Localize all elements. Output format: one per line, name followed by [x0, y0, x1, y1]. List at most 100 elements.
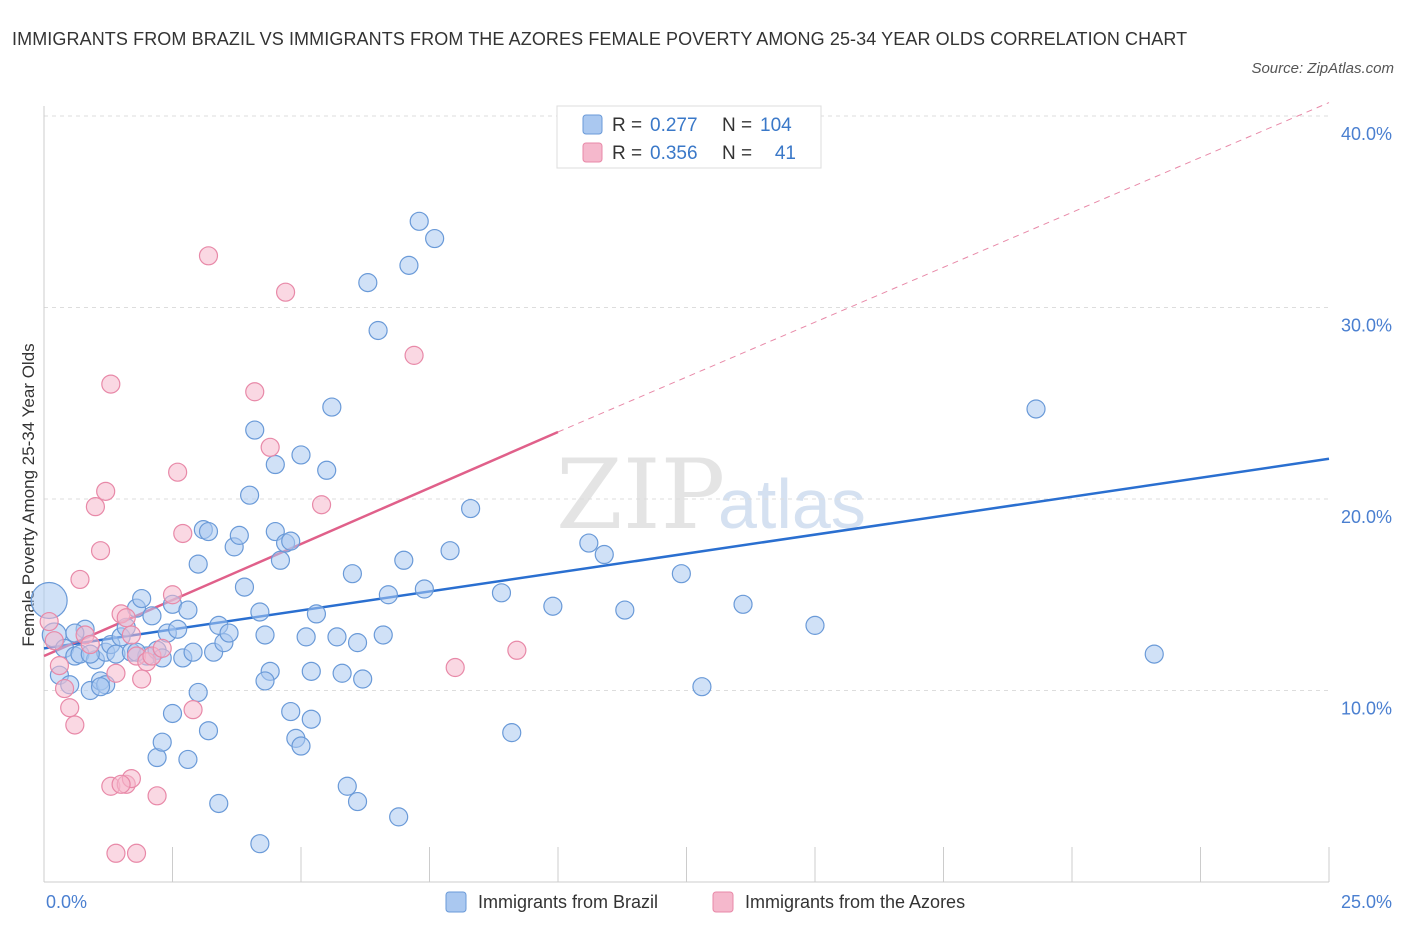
point-brazil [733, 594, 753, 614]
point-brazil [378, 585, 398, 605]
y-axis-title: Female Poverty Among 25-34 Year Olds [19, 343, 38, 646]
point-azores [507, 640, 527, 660]
point-azores [404, 345, 424, 365]
point-brazil [188, 682, 208, 703]
point-azores [132, 669, 152, 689]
grid-lines [44, 115, 1329, 691]
point-brazil [296, 627, 316, 647]
legend-n-value-brazil: 104 [760, 115, 792, 136]
x-tick-label-min: 0.0% [46, 892, 87, 912]
point-azores [260, 437, 280, 457]
legend-swatch-brazil [582, 114, 603, 135]
series-legend-label-azores: Immigrants from the Azores [745, 892, 965, 912]
point-brazil [301, 661, 321, 681]
legend-n-label-azores: N = [722, 143, 752, 164]
point-azores [39, 611, 59, 632]
point-brazil [142, 606, 162, 626]
point-brazil [347, 633, 368, 653]
point-azores [70, 569, 90, 590]
point-brazil [178, 749, 198, 770]
point-brazil [399, 255, 419, 275]
point-brazil [270, 550, 291, 570]
point-brazil [183, 642, 203, 662]
point-brazil [1144, 644, 1164, 664]
point-brazil [152, 732, 172, 752]
series-legend: Immigrants from Brazil Immigrants from t… [445, 891, 965, 913]
point-brazil [327, 627, 347, 647]
point-azores [147, 786, 167, 806]
point-brazil [394, 550, 414, 570]
point-brazil [291, 445, 311, 465]
point-brazil [461, 498, 481, 519]
point-azores [198, 246, 219, 266]
point-azores [173, 523, 193, 544]
legend-r-value-brazil: 0.277 [650, 115, 698, 136]
point-brazil [245, 420, 265, 440]
point-azores [162, 585, 183, 605]
point-brazil [255, 671, 275, 691]
point-brazil [265, 454, 285, 475]
point-brazil [805, 615, 825, 635]
point-brazil [440, 541, 460, 561]
point-brazil [90, 677, 111, 697]
point-brazil [502, 723, 522, 743]
tick-labels: 10.0% 20.0% 30.0% 40.0% 0.0% 25.0% [46, 124, 1392, 912]
point-azores [116, 608, 136, 628]
point-brazil [168, 619, 188, 639]
point-brazil [358, 273, 378, 293]
point-brazil [373, 625, 393, 645]
legend-r-label-brazil: R = [612, 115, 642, 136]
point-azores [54, 678, 75, 699]
point-brazil [219, 623, 239, 643]
point-azores [311, 495, 332, 515]
point-brazil [306, 604, 327, 624]
point-azores [121, 625, 141, 645]
point-brazil [281, 701, 301, 722]
point-brazil [409, 211, 429, 231]
point-azores [106, 843, 126, 863]
point-brazil [281, 531, 301, 551]
point-brazil [234, 577, 255, 597]
point-azores [90, 541, 111, 561]
series-legend-label-brazil: Immigrants from Brazil [478, 892, 658, 912]
legend-swatch-azores [582, 142, 603, 163]
point-brazil [301, 709, 321, 729]
point-azores [85, 497, 106, 517]
point-brazil [347, 791, 368, 812]
point-azores [44, 631, 64, 651]
point-brazil [255, 625, 275, 645]
x-tick-label-max: 25.0% [1341, 892, 1392, 912]
legend-r-label-azores: R = [612, 143, 642, 164]
points-azores [39, 246, 527, 863]
point-azores [126, 843, 147, 863]
point-brazil [332, 663, 352, 683]
y-tick-label-20: 20.0% [1341, 507, 1392, 527]
point-brazil [615, 600, 635, 620]
chart-title: IMMIGRANTS FROM BRAZIL VS IMMIGRANTS FRO… [12, 29, 1188, 49]
point-azores [101, 374, 121, 394]
legend-n-value-azores: 41 [775, 143, 796, 164]
series-legend-swatch-azores [712, 891, 734, 913]
series-legend-swatch-brazil [445, 891, 467, 913]
point-brazil [414, 579, 434, 599]
point-azores [275, 282, 296, 302]
point-azores [60, 698, 80, 718]
point-brazil [162, 703, 183, 724]
point-brazil [229, 525, 249, 545]
point-brazil [389, 807, 409, 827]
point-brazil [353, 669, 373, 689]
point-brazil [198, 721, 219, 741]
legend-n-label-brazil: N = [722, 115, 752, 136]
point-brazil [337, 776, 357, 796]
point-azores [445, 657, 465, 678]
point-brazil [209, 793, 229, 814]
legend-r-value-azores: 0.356 [650, 143, 698, 164]
point-brazil [579, 533, 599, 553]
point-brazil [250, 602, 270, 622]
point-brazil [368, 320, 388, 341]
y-tick-label-10: 10.0% [1341, 699, 1392, 719]
point-brazil [317, 460, 337, 480]
point-azores [152, 638, 172, 658]
point-brazil [250, 834, 270, 854]
